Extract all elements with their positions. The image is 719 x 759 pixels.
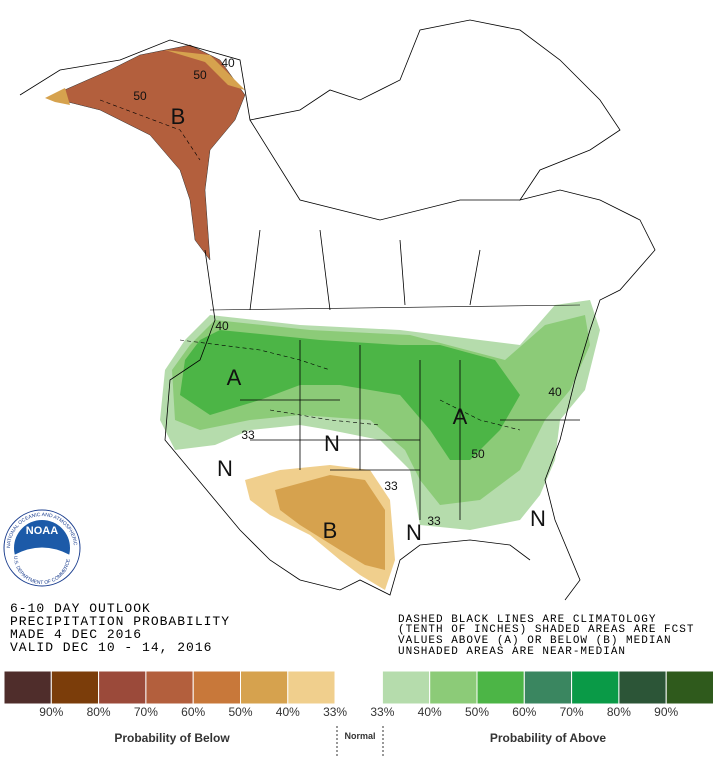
note-line: (TENTH OF INCHES) SHADED AREAS ARE FCST <box>398 624 694 636</box>
legend-label: 33% <box>323 705 347 719</box>
legend-label: 70% <box>134 705 158 719</box>
legend-label: 70% <box>560 705 584 719</box>
below-region <box>59 44 246 261</box>
map-label: 33 <box>241 428 255 442</box>
legend-swatch <box>145 670 194 705</box>
legend: Probability of Below Normal Probability … <box>3 670 715 756</box>
below-region <box>275 475 385 570</box>
header-line: 6-10 DAY OUTLOOK <box>10 601 151 616</box>
map-label: A <box>453 404 468 429</box>
legend-label: 60% <box>512 705 536 719</box>
legend-swatch <box>618 670 667 705</box>
legend-normal: Normal <box>344 731 375 741</box>
legend-label: 40% <box>418 705 442 719</box>
map-labels: B 40 50 50 A 40 A 50 40 N 33 N 33 B N 33… <box>133 56 562 545</box>
note-line: VALUES ABOVE (A) OR BELOW (B) MEDIAN <box>398 635 672 647</box>
note-line: UNSHADED AREAS ARE NEAR-MEDIAN <box>398 646 626 658</box>
logo-ring-text: NATIONAL OCEANIC AND ATMOSPHERIC ADMINIS… <box>0 0 78 548</box>
map-label: 50 <box>471 447 485 461</box>
map-label: N <box>324 431 340 456</box>
map-label: N <box>530 506 546 531</box>
map-label: 33 <box>384 479 398 493</box>
legend-above: Probability of Above <box>490 731 607 745</box>
legend-swatch <box>429 670 478 705</box>
map-label: 50 <box>193 68 207 82</box>
below-region <box>45 88 70 105</box>
legend-swatch <box>240 670 289 705</box>
legend-label: 40% <box>276 705 300 719</box>
legend-swatch <box>3 670 52 705</box>
map-label: A <box>227 365 242 390</box>
map-label: 40 <box>221 56 235 70</box>
noaa-logo: NATIONAL OCEANIC AND ATMOSPHERIC ADMINIS… <box>0 0 81 587</box>
legend-swatch <box>192 670 241 705</box>
note-line: DASHED BLACK LINES ARE CLIMATOLOGY <box>398 614 656 626</box>
legend-swatch <box>523 670 573 705</box>
legend-label: 80% <box>87 705 111 719</box>
header-line: MADE 4 DEC 2016 <box>10 627 142 642</box>
legend-label: 50% <box>465 705 489 719</box>
map-label: 50 <box>133 89 147 103</box>
map-label: 33 <box>427 514 441 528</box>
map-label: 40 <box>215 319 229 333</box>
header-text: 6-10 DAY OUTLOOK PRECIPITATION PROBABILI… <box>10 601 230 655</box>
legend-label: 50% <box>228 705 252 719</box>
legend-label: 80% <box>607 705 631 719</box>
legend-label: 33% <box>370 705 394 719</box>
map-label: 40 <box>548 385 562 399</box>
legend-swatch <box>287 670 336 705</box>
logo-name: NOAA <box>26 525 58 537</box>
logo-ring-text: NATIONAL OCEANIC AND ATMOSPHERIC ADMINIS… <box>0 0 78 548</box>
notes-text: DASHED BLACK LINES ARE CLIMATOLOGY (TENT… <box>398 614 694 658</box>
legend-label: 90% <box>654 705 678 719</box>
map-shading <box>45 44 600 590</box>
legend-swatch <box>381 670 431 705</box>
map-label: B <box>323 518 338 543</box>
map-label: B <box>171 104 186 129</box>
legend-label: 60% <box>181 705 205 719</box>
legend-label: 90% <box>39 705 63 719</box>
header-line: PRECIPITATION PROBABILITY <box>10 614 230 629</box>
coastlines <box>19 19 656 601</box>
below-region <box>165 50 245 90</box>
legend-swatch <box>665 670 715 705</box>
legend-swatch <box>334 670 383 705</box>
map-label: N <box>217 456 233 481</box>
legend-swatch <box>476 670 525 705</box>
map-label: N <box>406 520 422 545</box>
climatology-lines <box>99 99 521 431</box>
legend-swatch <box>571 670 620 705</box>
legend-below: Probability of Below <box>114 731 230 745</box>
legend-swatch <box>50 670 100 705</box>
above-region <box>180 330 520 460</box>
header-line: VALID DEC 10 - 14, 2016 <box>10 640 212 655</box>
legend-swatch <box>98 670 147 705</box>
